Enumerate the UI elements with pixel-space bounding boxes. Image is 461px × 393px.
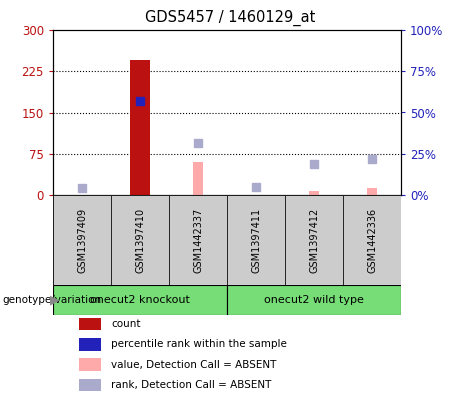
- Bar: [367, 188, 377, 195]
- Text: onecut2 wild type: onecut2 wild type: [264, 295, 364, 305]
- Text: value, Detection Call = ABSENT: value, Detection Call = ABSENT: [111, 360, 277, 370]
- Bar: [285, 195, 343, 285]
- Bar: [78, 338, 101, 351]
- Text: percentile rank within the sample: percentile rank within the sample: [111, 339, 287, 349]
- Bar: [78, 379, 101, 391]
- Text: count: count: [111, 319, 141, 329]
- Text: GSM1397409: GSM1397409: [77, 208, 87, 273]
- Bar: [227, 285, 401, 315]
- Text: GSM1442337: GSM1442337: [193, 208, 203, 273]
- Bar: [309, 191, 319, 195]
- Bar: [343, 195, 401, 285]
- Text: GSM1397410: GSM1397410: [135, 208, 145, 273]
- Text: GDS5457 / 1460129_at: GDS5457 / 1460129_at: [145, 10, 316, 26]
- Text: genotype/variation: genotype/variation: [2, 295, 101, 305]
- Bar: [227, 195, 285, 285]
- Text: GSM1442336: GSM1442336: [367, 208, 377, 273]
- Text: GSM1397412: GSM1397412: [309, 208, 319, 273]
- Bar: [130, 60, 150, 195]
- Text: rank, Detection Call = ABSENT: rank, Detection Call = ABSENT: [111, 380, 272, 390]
- Text: ▶: ▶: [50, 294, 59, 307]
- Bar: [193, 162, 203, 195]
- Text: GSM1397411: GSM1397411: [251, 208, 261, 273]
- Bar: [78, 358, 101, 371]
- Bar: [111, 195, 169, 285]
- Bar: [169, 195, 227, 285]
- Bar: [53, 195, 111, 285]
- Bar: [53, 285, 227, 315]
- Bar: [78, 318, 101, 330]
- Text: onecut2 knockout: onecut2 knockout: [90, 295, 190, 305]
